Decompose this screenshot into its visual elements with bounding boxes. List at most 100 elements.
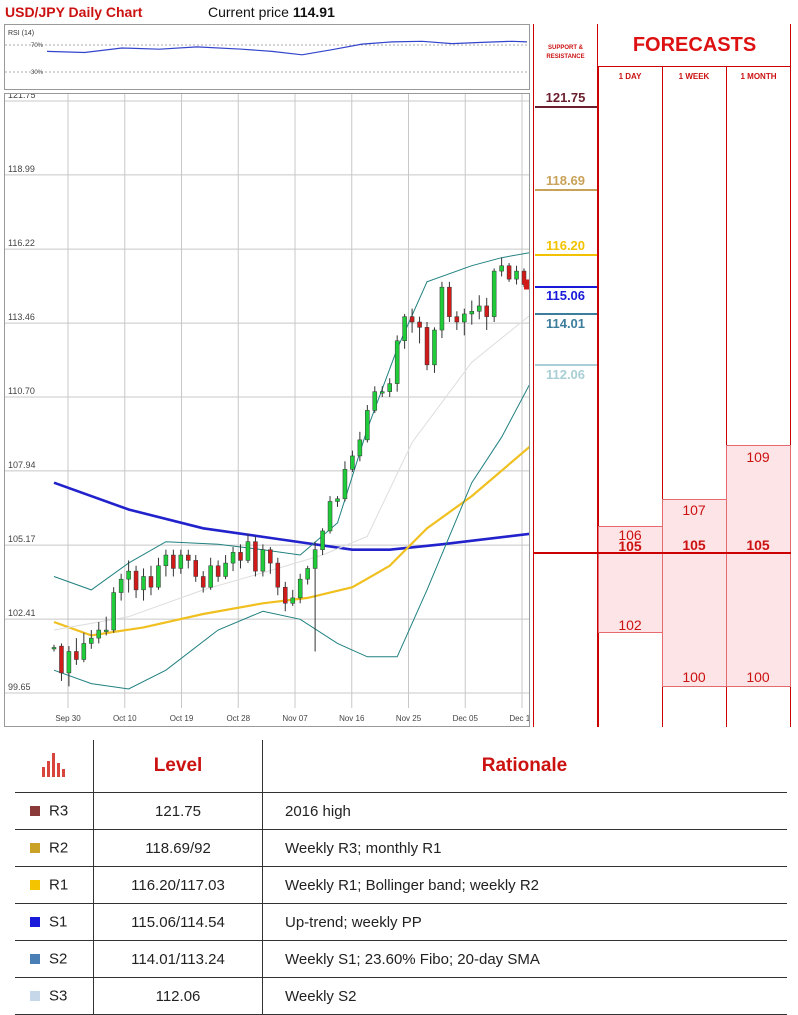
forecast-col-1week: 1 WEEK [678,72,710,81]
rsi-line [46,40,528,56]
forecasts-panel: FORECASTS 1 DAY 1 WEEK 1 MONTH 106 105 1… [533,24,791,727]
support-resistance-panel: SUPPORT & RESISTANCE 121.75 118.69 116.2… [533,24,598,727]
row-tag: S2 [15,940,94,978]
y-tick-label: 110.70 [8,386,35,396]
indicator-line [53,252,530,591]
rsi-level-70: 70% [31,43,44,49]
candle-body [491,270,497,317]
candle-body [454,316,460,323]
table-row: R2 118.69/92 Weekly R3; monthly R1 [15,829,787,867]
row-tag-label: R3 [49,802,69,820]
y-tick-label: 118.99 [8,164,35,174]
row-level: 114.01/113.24 [93,940,263,978]
row-tag-label: R1 [49,876,69,894]
table-row: S1 115.06/114.54 Up-trend; weekly PP [15,903,787,941]
forecast-divider-1 [662,66,663,727]
sr-line-r2 [535,189,597,191]
candle-body [163,554,169,567]
sr-label-s2: 114.01 [545,316,586,331]
forecast-1month-mid: 105 [746,537,770,553]
table-header-rationale: Rationale [262,740,787,793]
candle-body [342,469,348,500]
candle-body [357,439,363,457]
indicator-line [53,382,530,690]
row-rationale: Weekly R3; monthly R1 [262,829,787,867]
row-rationale: Weekly S1; 23.60% Fibo; 20-day SMA [262,940,787,978]
row-color-swatch [30,806,40,817]
forecast-1day-high: 106 [618,527,642,543]
candle-body [223,562,228,577]
candle-body [484,305,489,317]
candle-body [447,286,452,317]
table-row: S3 112.06 Weekly S2 [15,977,787,1015]
candle-body [200,576,206,588]
x-tick-label: Nov 16 [339,714,365,723]
row-rationale: 2016 high [262,792,787,830]
candle-body [178,554,184,569]
row-tag: R2 [15,829,94,867]
candle-body [372,391,378,411]
x-tick-label: Nov 25 [396,714,422,723]
indicator-line [53,445,530,637]
current-price-label: Current price [208,4,289,20]
candle-body [506,265,512,280]
forecast-1month-high: 109 [746,449,770,465]
table-icon-header [15,740,94,793]
indicator-line [53,481,530,552]
chart-header: USD/JPY Daily Chart Current price 114.91 [0,0,530,24]
candle-body [66,651,72,674]
row-level: 121.75 [93,792,263,830]
rsi-panel: RSI (14) 70% 30% [4,24,530,90]
candle-body [253,541,258,572]
row-rationale: Weekly R1; Bollinger band; weekly R2 [262,866,787,904]
candle-body [297,578,303,599]
sr-label-s3: 112.06 [545,367,586,382]
candle-body [245,541,251,561]
candle-body [439,286,445,331]
forecast-1month-low: 100 [746,669,770,685]
candle-body [514,270,519,280]
row-rationale: Weekly S2 [262,977,787,1015]
candle-body [290,597,295,604]
sr-label-r1: 116.20 [545,238,586,253]
candle-body [118,578,124,593]
bar-chart-icon [42,753,65,777]
x-tick-label: Sep 30 [55,714,81,723]
forecasts-header-divider [598,66,791,67]
candle-body [208,565,213,588]
candle-body [305,568,310,580]
current-price-marker [524,279,530,290]
candle-body [89,637,94,644]
candle-body [59,645,64,674]
forecast-1day-mid: 105 [618,538,642,554]
candle-body [74,651,79,660]
candle-body [126,570,131,580]
y-tick-label: 105.17 [8,534,36,544]
candle-body [96,629,102,639]
support-resistance-title: SUPPORT & RESISTANCE [546,45,585,60]
forecast-1week-high: 107 [682,502,706,518]
x-tick-label: Oct 10 [113,714,137,723]
candle-body [312,549,318,569]
rsi-label: RSI (14) [8,30,34,37]
candle-body [335,498,340,502]
candle-body [171,554,176,569]
candle-body [111,592,116,631]
forecasts-title: FORECASTS [632,34,757,56]
candle-body [230,552,236,564]
row-tag: R3 [15,792,94,830]
candle-body [462,313,467,323]
forecast-1week-mid: 105 [682,537,706,553]
candle-body [409,316,415,323]
candle-body [260,549,266,572]
candle-body [476,305,482,312]
row-rationale: Up-trend; weekly PP [262,903,787,941]
row-tag-label: S3 [49,987,68,1005]
y-tick-label: 102.41 [8,608,36,618]
candle-body [365,410,370,441]
row-tag: S1 [15,903,94,941]
table-row: S2 114.01/113.24 Weekly S1; 23.60% Fibo; 2… [15,940,787,978]
candle-body [499,265,504,272]
forecast-divider-2 [726,66,727,727]
candle-body [380,391,385,394]
